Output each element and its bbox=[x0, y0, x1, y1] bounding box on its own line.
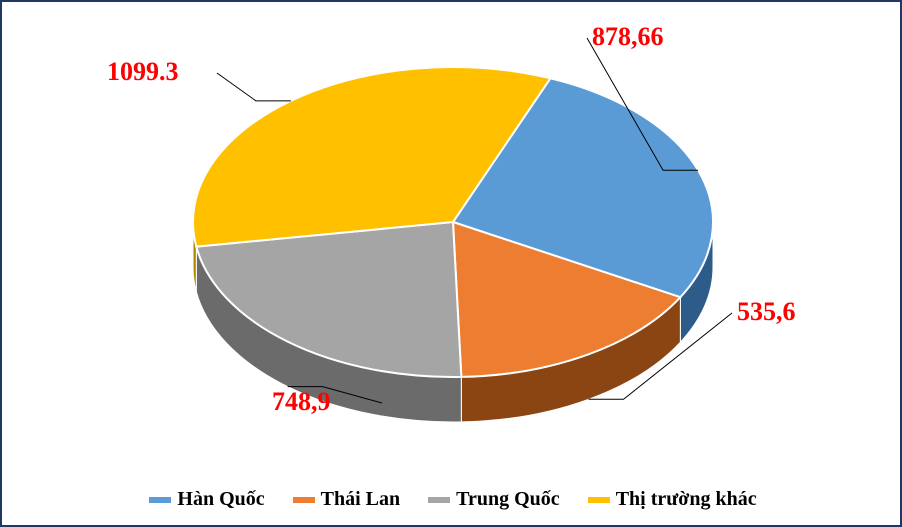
legend-label: Thái Lan bbox=[321, 488, 400, 511]
pie-chart: 878,66 535,6 748,9 1099.3 bbox=[2, 2, 902, 462]
legend-swatch-thi-truong-khac bbox=[588, 497, 610, 503]
data-label-thi-truong-khac: 1099.3 bbox=[107, 57, 179, 87]
legend-label: Thị trường khác bbox=[616, 488, 757, 511]
legend-label: Trung Quốc bbox=[456, 488, 560, 511]
legend: Hàn Quốc Thái Lan Trung Quốc Thị trường … bbox=[2, 488, 902, 511]
legend-label: Hàn Quốc bbox=[177, 488, 264, 511]
legend-swatch-trung-quoc bbox=[428, 497, 450, 503]
legend-item-trung-quoc: Trung Quốc bbox=[428, 488, 560, 511]
legend-swatch-thai-lan bbox=[293, 497, 315, 503]
data-label-thai-lan: 535,6 bbox=[737, 297, 796, 327]
chart-frame: { "chart": { "type": "pie-3d", "width_px… bbox=[0, 0, 902, 527]
data-label-han-quoc: 878,66 bbox=[592, 22, 664, 52]
legend-item-thi-truong-khac: Thị trường khác bbox=[588, 488, 757, 511]
data-label-trung-quoc: 748,9 bbox=[272, 387, 331, 417]
legend-swatch-han-quoc bbox=[149, 497, 171, 503]
legend-item-han-quoc: Hàn Quốc bbox=[149, 488, 264, 511]
legend-item-thai-lan: Thái Lan bbox=[293, 488, 400, 511]
